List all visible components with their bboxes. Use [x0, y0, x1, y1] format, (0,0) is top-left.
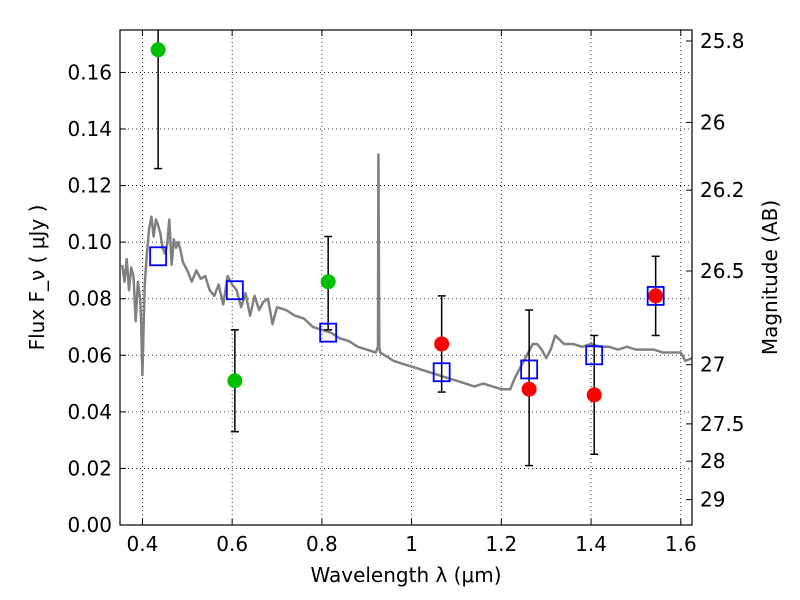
model-flux-square	[225, 280, 244, 301]
y2-axis-label: Magnitude (AB)	[758, 200, 782, 355]
mag-tick-label: 27	[700, 353, 725, 377]
x-tick-label: 1.4	[575, 532, 607, 556]
axis-ticks: 0.4 0.6 0.8 1 1.2 1.4 1.6 0.00 0.02 0.04 0.06 0.08 0…	[67, 29, 744, 556]
model-spectrum-line	[120, 153, 693, 391]
x-tick-label: 1.2	[485, 532, 517, 556]
mag-tick-label: 28	[700, 449, 725, 473]
x-axis-label: Wavelength λ (μm)	[310, 563, 501, 587]
x-tick-label: 0.6	[216, 532, 248, 556]
x-tick-label: 0.8	[306, 532, 338, 556]
mag-tick-label: 27.5	[700, 412, 745, 436]
mag-tick-label: 26.2	[700, 178, 745, 202]
y-tick-label: 0.06	[67, 343, 112, 367]
model-flux-square	[319, 322, 338, 343]
observed-flux-point	[227, 373, 243, 389]
y-axis-label: Flux F_ν ( μJy )	[25, 205, 49, 351]
y-tick-label: 0.02	[67, 456, 112, 480]
model-flux-square	[585, 345, 604, 366]
x-tick-label: 1.6	[665, 532, 697, 556]
y-tick-label: 0.14	[67, 117, 112, 141]
observed-flux-point	[586, 387, 602, 403]
y-tick-label: 0.12	[67, 174, 112, 198]
y-tick-label: 0.08	[67, 287, 112, 311]
mag-tick-label: 26.5	[700, 259, 745, 283]
mag-tick-label: 26	[700, 110, 725, 134]
x-tick-label: 1	[405, 532, 418, 556]
mag-tick-label: 25.8	[700, 29, 745, 53]
plot-area	[120, 30, 693, 467]
y-tick-label: 0.16	[67, 60, 112, 84]
y-tick-label: 0.00	[67, 513, 112, 537]
y-tick-label: 0.10	[67, 230, 112, 254]
model-flux-square	[149, 246, 168, 267]
observed-flux-point	[150, 42, 166, 58]
y-tick-label: 0.04	[67, 400, 112, 424]
observed-flux-point	[648, 288, 664, 304]
observed-flux-point	[320, 274, 336, 290]
plot-frame	[119, 29, 693, 526]
observed-flux-point	[521, 381, 537, 397]
mag-tick-label: 29	[700, 488, 725, 512]
observed-flux-point	[434, 336, 450, 352]
model-flux-square	[432, 362, 451, 383]
x-tick-label: 0.4	[127, 532, 159, 556]
model-flux-square	[646, 285, 665, 306]
model-flux-square	[520, 359, 539, 380]
